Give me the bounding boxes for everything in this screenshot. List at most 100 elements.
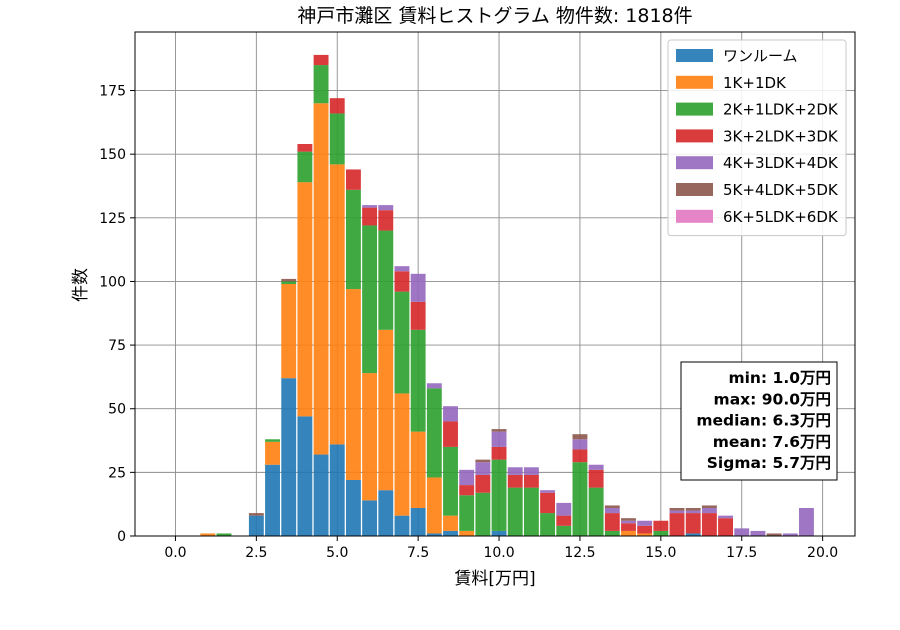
bar-segment-4	[362, 207, 378, 226]
bar-segment-5	[362, 205, 378, 208]
y-axis-ticks: 0 25 50 75 100 125 150 175	[99, 84, 135, 545]
bar-segment-5	[475, 462, 491, 475]
bar-segment-1	[443, 530, 458, 536]
bar-segment-5	[491, 431, 507, 447]
bar-segment-4	[475, 474, 491, 493]
bar-segment-5	[410, 273, 426, 302]
bar-segment-2	[362, 373, 378, 501]
legend: ワンルーム 1K+1DK 2K+1LDK+2DK 3K+2LDK+3DK 4K+3LDK…	[667, 39, 847, 237]
bar-segment-4	[588, 469, 604, 488]
bar-segment-3	[378, 230, 394, 330]
bar-segment-4	[491, 446, 507, 460]
bar-segment-5	[556, 502, 572, 516]
bar-segment-3	[426, 388, 442, 478]
bar-segment-3	[281, 281, 297, 284]
bar-segment-1	[345, 480, 361, 536]
bar-segment-3	[653, 530, 669, 536]
x-tick-label: 20.0	[807, 545, 838, 561]
bar-segment-4	[313, 54, 329, 66]
bar-segment-3	[475, 492, 491, 536]
bar-segment-5	[588, 464, 604, 470]
bar-segment-6	[604, 505, 620, 508]
bar-segment-4	[443, 421, 458, 447]
bar-segment-6	[491, 429, 507, 432]
bar-segment-3	[491, 459, 507, 531]
bar-segment-3	[523, 487, 539, 536]
x-tick-label: 2.5	[245, 545, 267, 561]
bar-segment-5	[782, 533, 798, 536]
bar-segment-5	[443, 406, 458, 422]
bar-segment-5	[394, 266, 410, 272]
bar-segment-6	[281, 278, 297, 282]
bar-segment-6	[475, 459, 491, 463]
stats-line: mean: 7.6万円	[713, 433, 831, 451]
bar-segment-1	[410, 508, 426, 536]
bar-segment-3	[297, 151, 313, 183]
stats-line: median: 6.3万円	[696, 412, 831, 430]
bar-segment-2	[281, 284, 297, 379]
bar-segment-3	[588, 487, 604, 536]
bar-segment-5	[637, 520, 653, 526]
y-tick-label: 25	[108, 465, 126, 481]
bar-segment-5	[523, 467, 539, 475]
bar-segment-2	[329, 164, 345, 445]
bar-segment-3	[362, 225, 378, 374]
bar-segment-1	[685, 533, 701, 536]
bar-segment-4	[378, 210, 394, 231]
legend-label: 1K+1DK	[723, 74, 787, 92]
legend-swatch	[676, 129, 713, 143]
bar-segment-2	[621, 530, 636, 536]
bar-segment-6	[621, 518, 636, 521]
bar-segment-3	[459, 495, 475, 531]
bar-segment-2	[426, 477, 442, 534]
bar-segment-1	[313, 454, 329, 536]
bar-segment-1	[265, 464, 280, 536]
x-tick-label: 10.0	[483, 545, 514, 561]
legend-swatch	[676, 209, 713, 223]
bar-segment-4	[329, 98, 345, 114]
x-axis-label: 賃料[万円]	[454, 569, 535, 589]
bar-segment-4	[459, 485, 475, 496]
x-tick-label: 7.5	[407, 545, 429, 561]
bar-segment-5	[507, 467, 523, 475]
bar-segment-5	[572, 439, 588, 450]
stats-box-frame	[680, 361, 838, 481]
bar-segment-1	[362, 500, 378, 536]
legend-label: 3K+2LDK+3DK	[723, 127, 839, 145]
bar-segment-4	[394, 271, 410, 292]
bar-segment-6	[669, 508, 685, 511]
bar-segment-2	[378, 329, 394, 491]
bar-segment-5	[799, 508, 814, 536]
bar-segment-5	[718, 515, 734, 519]
legend-swatch	[676, 49, 713, 62]
bar-segment-2	[265, 441, 280, 465]
bar-segment-6	[685, 508, 701, 511]
y-tick-label: 0	[117, 529, 126, 545]
bar-segment-4	[701, 513, 717, 536]
stats-line: max: 90.0万円	[714, 390, 831, 408]
histogram-bars	[200, 54, 814, 536]
bar-segment-1	[426, 533, 442, 536]
x-axis-ticks: 0.0 2.5 5.0 7.5 10.0 12.5 15.0 17.5 20.0	[164, 536, 838, 561]
legend-swatch	[676, 102, 713, 116]
legend-label: ワンルーム	[723, 47, 798, 65]
bar-segment-4	[410, 301, 426, 330]
bar-segment-3	[443, 446, 458, 516]
bar-segment-3	[394, 291, 410, 394]
x-tick-label: 12.5	[564, 545, 595, 561]
stats-box: min: 1.0万円 max: 90.0万円 median: 6.3万円 mean: …	[680, 361, 838, 481]
y-tick-label: 175	[99, 84, 126, 100]
y-tick-label: 150	[99, 147, 126, 163]
bar-segment-1	[378, 490, 394, 536]
y-tick-label: 50	[108, 402, 126, 418]
bar-segment-1	[281, 378, 297, 536]
bar-segment-6	[248, 513, 264, 516]
stats-line: min: 1.0万円	[728, 369, 831, 387]
y-tick-label: 75	[108, 338, 126, 354]
bar-segment-2	[394, 393, 410, 516]
bar-segment-3	[540, 513, 556, 536]
bar-segment-3	[507, 487, 523, 536]
bar-segment-5	[540, 490, 556, 493]
bar-segment-2	[200, 533, 216, 536]
x-tick-label: 0.0	[164, 545, 186, 561]
